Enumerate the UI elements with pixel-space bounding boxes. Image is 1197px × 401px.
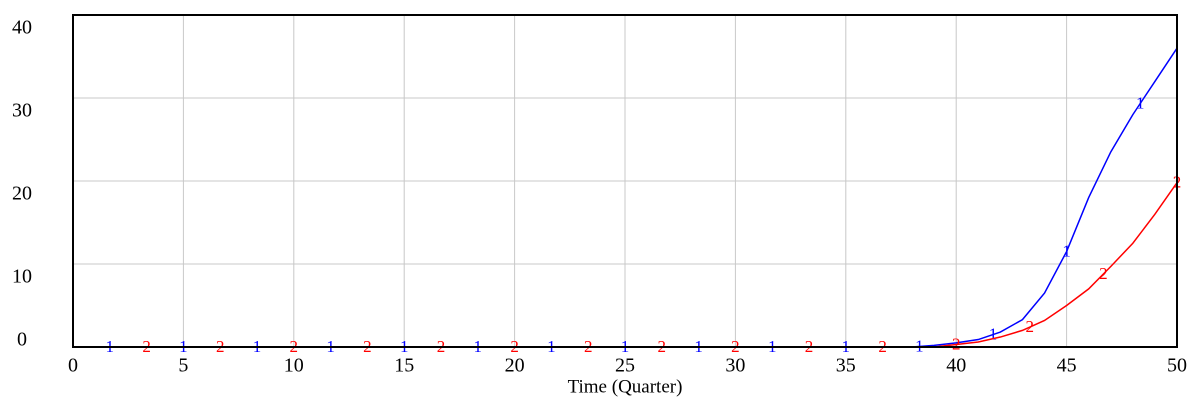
y-tick-label: 0 [17,329,27,351]
x-tick-label: 30 [725,355,745,377]
x-tick-label: 10 [284,355,304,377]
series-marker: 1 [915,336,924,355]
series-marker: 2 [1099,264,1108,283]
x-tick-label: 5 [178,355,188,377]
series-marker: 1 [1062,241,1071,260]
series-marker: 1 [1136,93,1145,112]
x-tick-label: 0 [68,355,78,377]
x-tick-label: 15 [394,355,414,377]
x-tick-label: 35 [836,355,856,377]
x-tick-label: 45 [1057,355,1077,377]
x-axis-title: Time (Quarter) [568,376,683,397]
y-tick-label: 40 [12,17,32,39]
y-tick-label: 10 [12,266,32,288]
y-tick-label: 20 [12,183,32,205]
x-tick-label: 40 [946,355,966,377]
series-marker: 2 [952,334,961,353]
series-marker: 1 [989,324,998,343]
series-marker: 2 [1026,317,1035,336]
y-tick-label: 30 [12,100,32,122]
x-tick-label: 50 [1167,355,1187,377]
plot-frame [72,14,1178,348]
x-tick-label: 20 [505,355,525,377]
x-tick-label: 25 [615,355,635,377]
